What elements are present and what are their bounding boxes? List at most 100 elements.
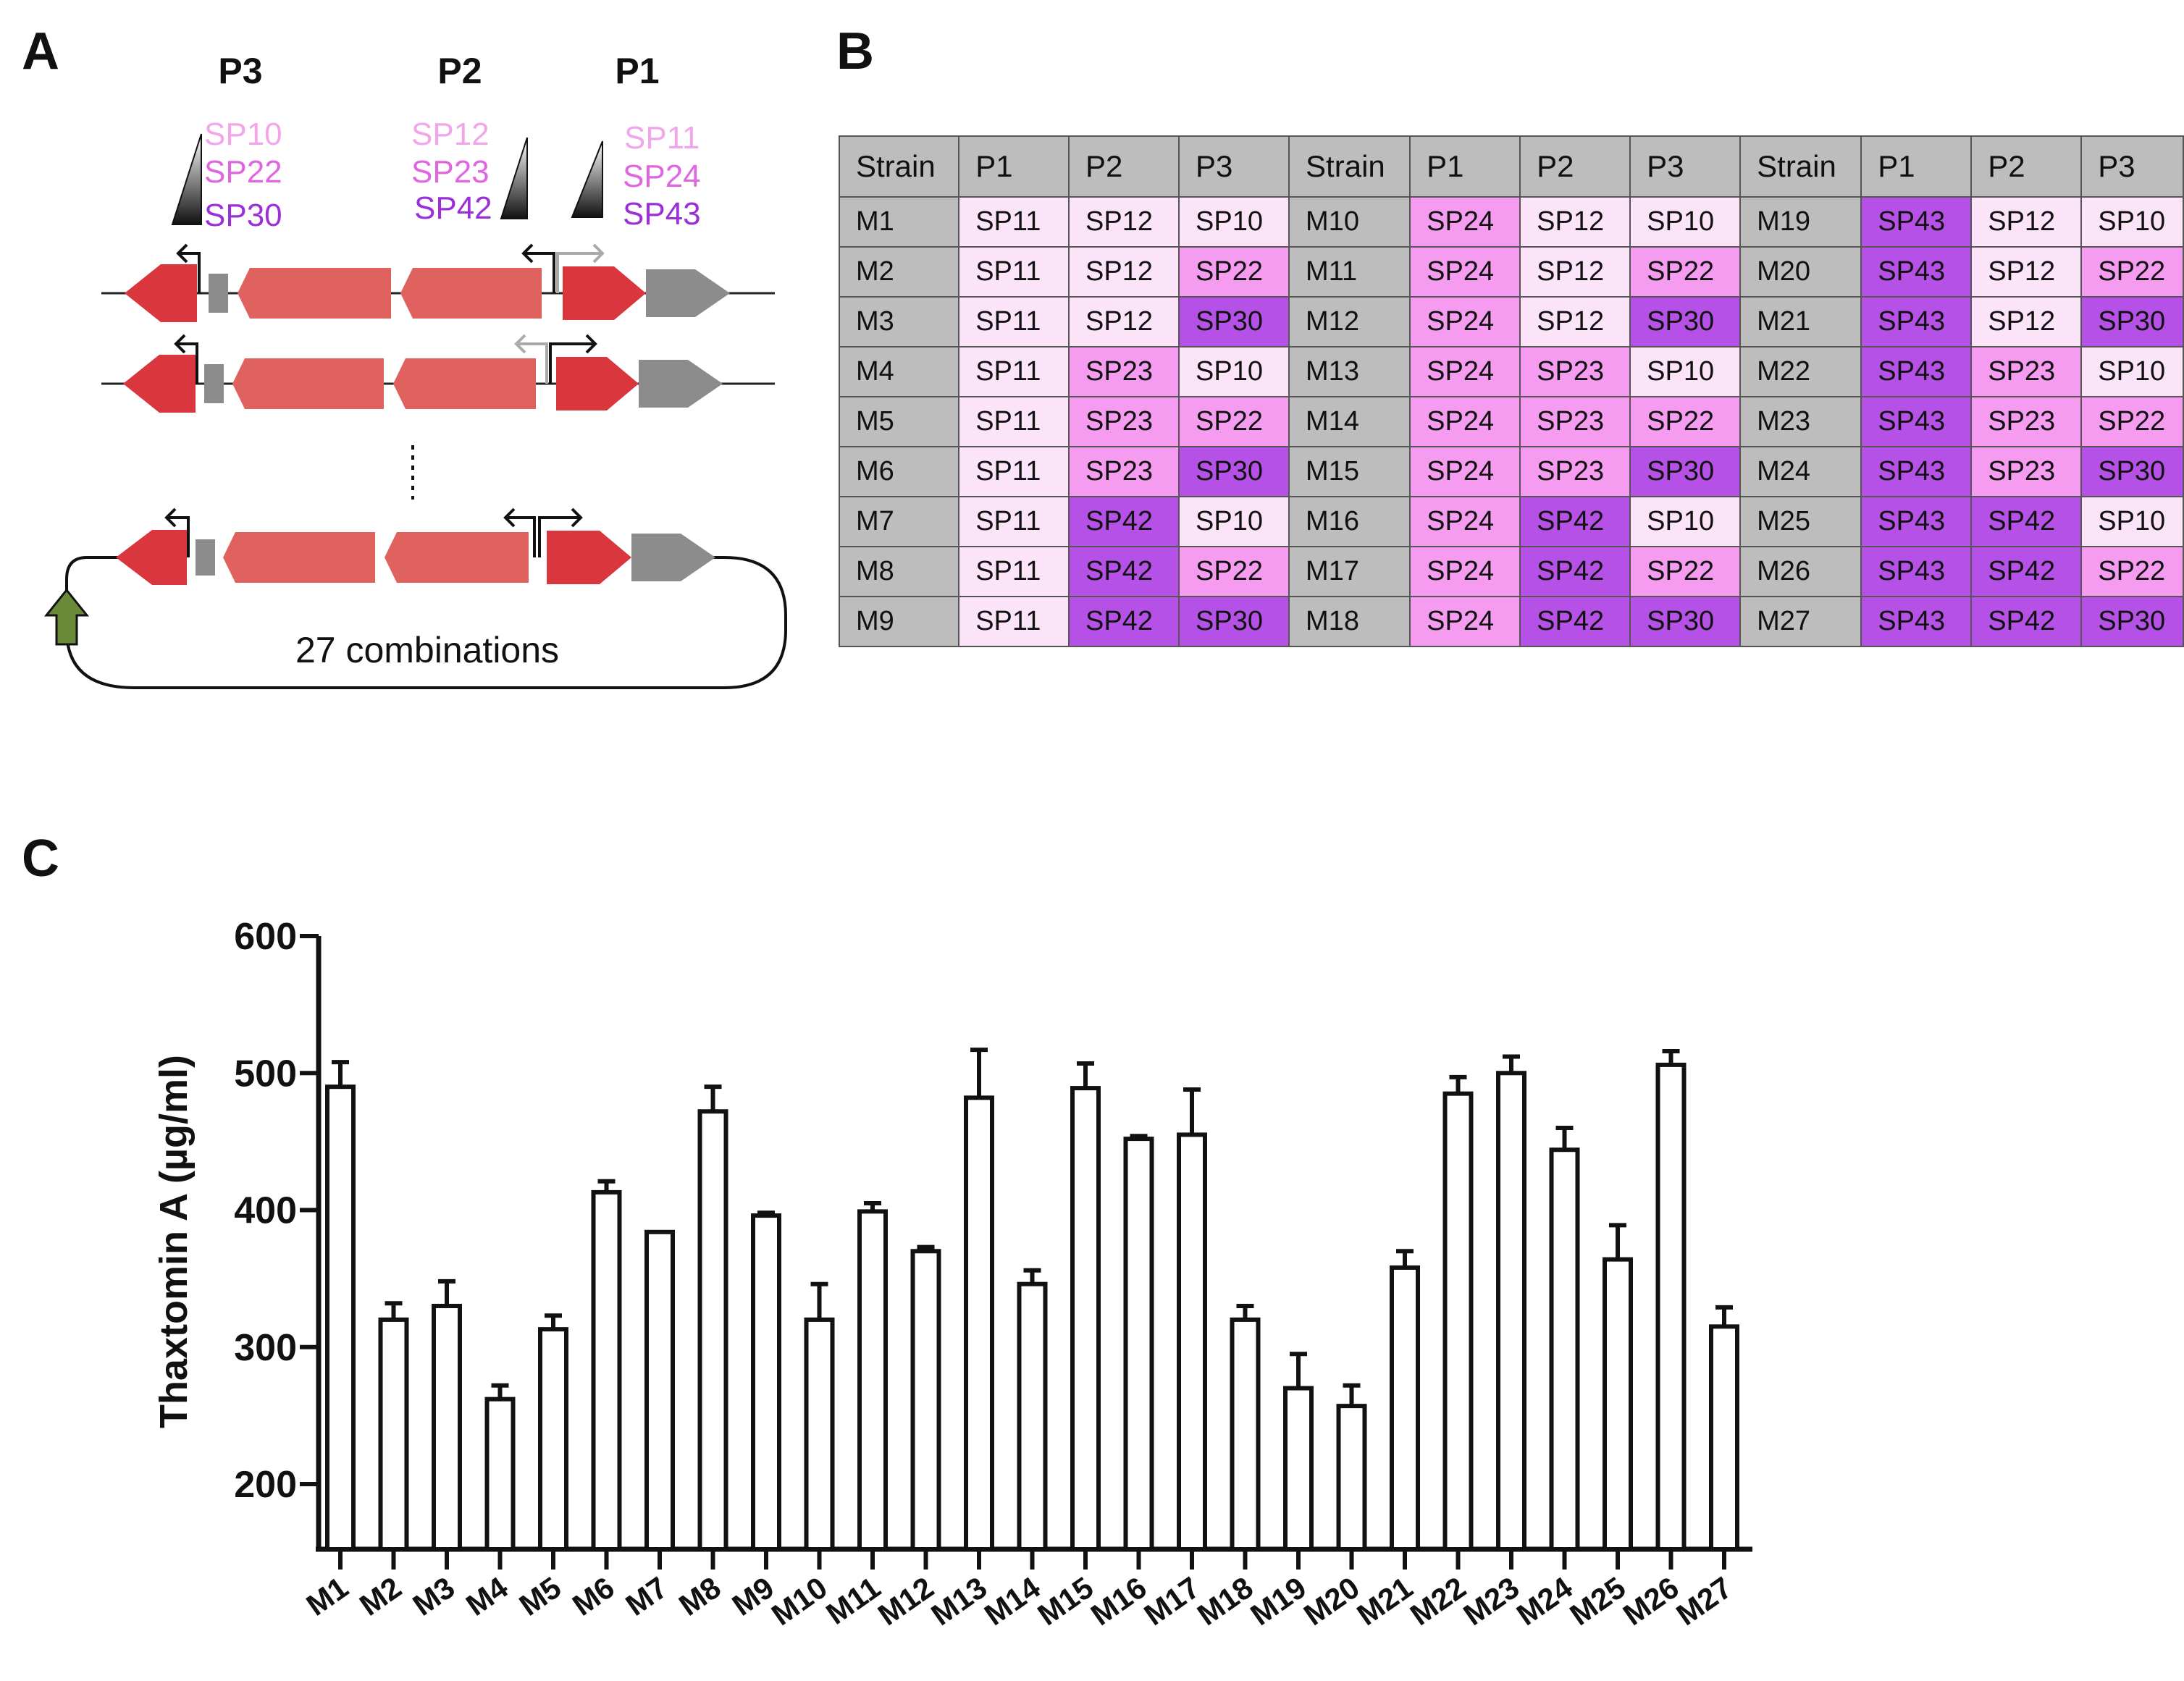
strain-cell: M23	[1739, 396, 1862, 447]
promoter-cell: SP42	[1068, 496, 1180, 547]
y-axis-label: Thaxtomin A (µg/ml)	[152, 1055, 196, 1428]
p3-promoter-weak: SP10	[204, 117, 282, 152]
strain-cell: M16	[1288, 496, 1411, 547]
table-row: M3 SP11 SP12 SP30 M12 SP24 SP12 SP30 M21 SP43 SP12…	[838, 296, 2184, 347]
promoter-cell: SP23	[1068, 396, 1180, 447]
bar-M3	[432, 1303, 462, 1551]
p3-promoter-strong: SP30	[204, 198, 282, 233]
bar-M8	[697, 1109, 728, 1551]
bar-M6	[591, 1189, 622, 1551]
bar-M9	[751, 1213, 781, 1551]
header-cell: P2	[1068, 135, 1180, 198]
strain-cell: M19	[1739, 196, 1862, 248]
strain-cell: M11	[1288, 246, 1411, 298]
promoter-cell: SP12	[1970, 196, 2083, 248]
promoter-cell: SP30	[1178, 296, 1290, 347]
promoter-cell: SP10	[1629, 496, 1742, 547]
bar-M14	[1017, 1281, 1048, 1551]
strain-cell: M6	[838, 446, 960, 497]
promoter-cell: SP24	[1409, 446, 1521, 497]
bar-M21	[1390, 1265, 1420, 1551]
promoter-cell: SP10	[2080, 196, 2184, 248]
promoter-cell: SP12	[1519, 196, 1631, 248]
promoter-cell: SP24	[1409, 596, 1521, 647]
table-row: M1 SP11 SP12 SP10 M10 SP24 SP12 SP10 M19 SP43 SP12…	[838, 196, 2184, 248]
promoter-arrow-p1	[538, 516, 579, 557]
promoter-cell: SP11	[958, 546, 1070, 597]
bar-M4	[484, 1396, 516, 1552]
promoter-cell: SP22	[1178, 246, 1290, 298]
strain-cell: M3	[838, 296, 960, 347]
p1-promoter-weak: SP11	[624, 120, 700, 156]
promoter-cell: SP30	[2080, 596, 2184, 647]
strain-cell: M18	[1288, 596, 1411, 647]
promoter-cell: SP11	[958, 446, 1070, 497]
construct-row-3-plasmid: 27 combinations	[43, 507, 787, 689]
strain-cell: M1	[838, 196, 960, 248]
strain-cell: M10	[1288, 196, 1411, 248]
strain-cell: M12	[1288, 296, 1411, 347]
promoter-cell: SP23	[1519, 446, 1631, 497]
x-tick-label: M4	[460, 1570, 514, 1622]
strain-cell: M13	[1288, 346, 1411, 397]
gene-arrow-light-left	[232, 358, 384, 409]
promoter-cell: SP10	[1629, 196, 1742, 248]
promoter-cell: SP30	[1629, 596, 1742, 647]
promoter-arrow-p1	[556, 252, 601, 293]
promoter-cell: SP12	[1519, 296, 1631, 347]
promoter-arrow-p2	[507, 516, 536, 557]
promoter-cell: SP12	[1068, 296, 1180, 347]
panel-label-b: B	[836, 22, 874, 80]
x-tick-label: M5	[513, 1570, 567, 1622]
p2-promoter-weak: SP12	[411, 117, 490, 152]
promoter-cell: SP11	[958, 496, 1070, 547]
bar-M27	[1709, 1324, 1739, 1552]
x-tick-label: M2	[353, 1570, 408, 1622]
gene-arrow-gray	[639, 360, 723, 408]
promoter-arrow-p2	[525, 252, 555, 293]
table-header-row: Strain P1 P2 P3 Strain P1 P2 P3 Strain P…	[838, 135, 2184, 198]
p1-promoter-strong: SP43	[623, 196, 701, 232]
p3-promoter-medium: SP22	[204, 154, 282, 190]
header-cell: P1	[1860, 135, 1973, 198]
promoter-arrow-p3	[177, 342, 198, 384]
panel-label-c: C	[22, 830, 59, 888]
promoter-header-p2: P2	[437, 51, 482, 91]
promoter-cell: SP43	[1860, 246, 1973, 298]
bar-chart: 200 300 400 500 600 M1M2M3M4M5M6M7M8M9M10M11…	[152, 916, 1752, 1632]
promoter-cell: SP24	[1409, 346, 1521, 397]
promoter-cell: SP42	[1519, 496, 1631, 547]
strain-cell: M15	[1288, 446, 1411, 497]
bar-M23	[1496, 1071, 1526, 1551]
promoter-cell: SP23	[1519, 396, 1631, 447]
strain-cell: M22	[1739, 346, 1862, 397]
header-cell: Strain	[838, 135, 960, 198]
promoter-cell: SP30	[1629, 296, 1742, 347]
promoter-cell: SP30	[2080, 446, 2184, 497]
gene-arrow-right	[547, 531, 631, 584]
x-tick-label: M8	[673, 1570, 727, 1622]
table-row: M5 SP11 SP23 SP22 M14 SP24 SP23 SP22 M23 SP43 SP23…	[838, 396, 2184, 447]
bar-M5	[538, 1327, 568, 1551]
promoter-cell: SP24	[1409, 396, 1521, 447]
gene-arrow-left	[116, 530, 187, 585]
header-cell: P1	[1409, 135, 1521, 198]
promoter-cell: SP30	[1178, 596, 1290, 647]
bar-M16	[1123, 1137, 1154, 1551]
y-tick-label: 300	[234, 1327, 297, 1369]
strain-cell: M26	[1739, 546, 1862, 597]
y-tick-label: 400	[234, 1190, 297, 1232]
bar-M19	[1283, 1386, 1314, 1552]
gene-arrow-light-left	[223, 532, 375, 583]
x-tick-label: M6	[566, 1570, 621, 1622]
promoter-cell: SP22	[2080, 546, 2184, 597]
header-cell: Strain	[1739, 135, 1862, 198]
vector-origin-arrow	[43, 588, 90, 646]
bar-series	[325, 1048, 1739, 1552]
strain-cell: M5	[838, 396, 960, 447]
promoter-cell: SP42	[1970, 546, 2083, 597]
gene-arrow-left	[123, 355, 196, 413]
promoter-cell: SP43	[1860, 596, 1973, 647]
promoter-cell: SP22	[1178, 396, 1290, 447]
construct-diagram: P3 P2 P1 SP10 SP22 SP30 SP12 SP23 SP42 S…	[43, 51, 787, 689]
